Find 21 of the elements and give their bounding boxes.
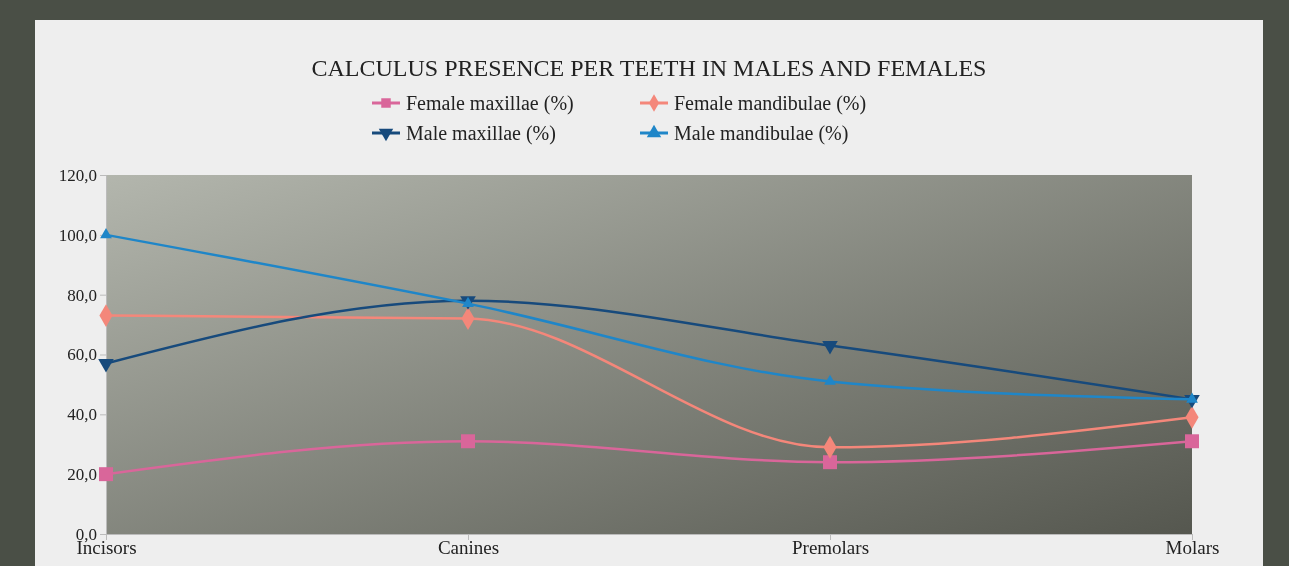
legend-label: Female maxillae (%) xyxy=(406,92,574,115)
x-tick-label: Canines xyxy=(437,537,500,559)
legend-label: Male mandibulae (%) xyxy=(674,122,849,145)
y-tick-label: 40,0 xyxy=(67,405,97,425)
x-tick-label: Premolars xyxy=(791,537,870,559)
legend-label: Male maxillae (%) xyxy=(406,122,556,145)
y-tick-label: 120,0 xyxy=(58,165,97,185)
y-tick-label: 100,0 xyxy=(58,225,97,245)
point xyxy=(100,228,112,239)
point xyxy=(1185,434,1199,449)
y-tick-label: 60,0 xyxy=(67,345,97,365)
point xyxy=(99,467,113,482)
x-tick-label: Molars xyxy=(1165,537,1220,559)
point xyxy=(824,374,836,385)
y-tick-label: 20,0 xyxy=(67,465,97,485)
legend-label: Female mandibulae (%) xyxy=(674,92,867,115)
point xyxy=(461,434,475,449)
y-tick-label: 80,0 xyxy=(67,285,97,305)
chart-title: CALCULUS PRESENCE PER TEETH IN MALES AND FEMALES xyxy=(311,55,987,81)
point xyxy=(1186,392,1198,403)
point xyxy=(823,455,837,470)
